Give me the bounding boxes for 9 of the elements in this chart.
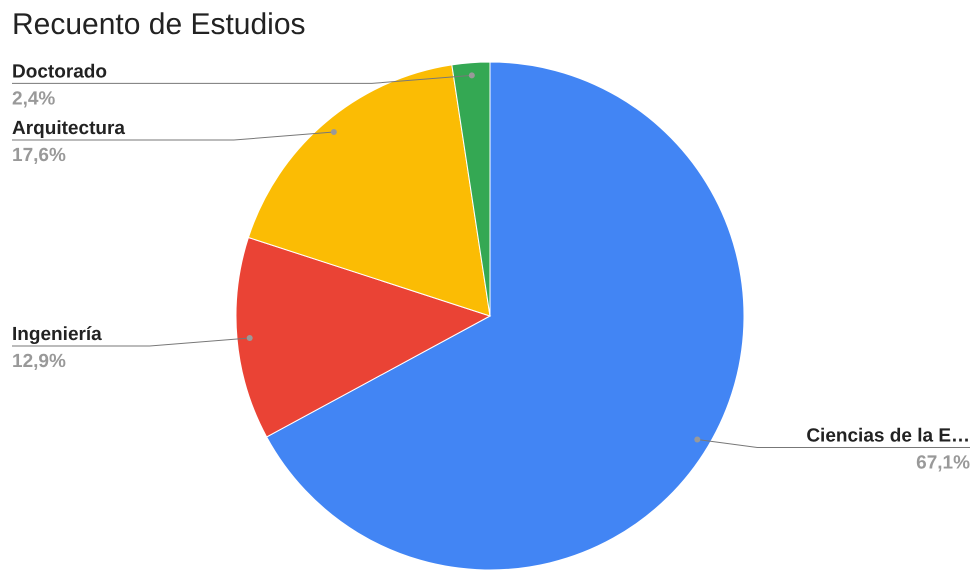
slice-label: Arquitectura [12, 118, 126, 140]
chart-title: Recuento de Estudios [12, 8, 306, 41]
data-label: 12,9% [12, 350, 66, 372]
data-label: 2,4% [12, 88, 56, 110]
data-label: 67,1% [916, 452, 970, 474]
slice-label: Ingeniería [12, 324, 102, 345]
slice-label: Ciencias de la E… [806, 425, 970, 446]
slice-label: Doctorado [12, 61, 107, 82]
data-label: 17,6% [12, 145, 66, 166]
